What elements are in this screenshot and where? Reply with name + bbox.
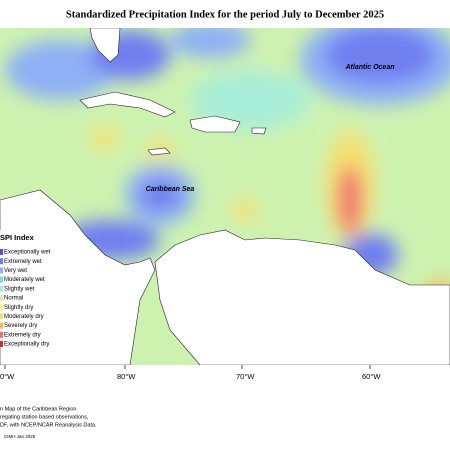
legend-swatch	[0, 313, 3, 320]
legend-label: Exceptionally wet	[4, 250, 51, 256]
title: Standardized Precipitation Index for the…	[66, 9, 384, 20]
sea-label: Caribbean Sea	[146, 186, 195, 193]
legend-swatch	[0, 267, 3, 274]
puerto-rico	[251, 127, 267, 135]
map: Atlantic Ocean Caribbean Sea SPI Index E…	[0, 28, 450, 365]
credit: CIMH Jan 2026	[4, 434, 36, 439]
legend-label: Very wet	[4, 268, 27, 274]
note-line: regating station based observations,	[0, 414, 89, 420]
legend-swatch	[0, 295, 3, 301]
dry-area	[91, 126, 119, 150]
legend-label: Exceptionally dry	[4, 342, 49, 348]
legend-swatch	[0, 276, 3, 283]
legend-label: Moderately wet	[4, 277, 45, 283]
dry-area	[231, 200, 259, 220]
legend: SPI Index Exceptionally wet Extremely wet…	[0, 230, 62, 348]
wet-area	[190, 70, 310, 130]
graticule-ticks	[4, 365, 371, 369]
legend-label: Extremely dry	[4, 332, 41, 338]
legend-swatch	[0, 341, 3, 347]
longitude-label: 80°W	[117, 372, 136, 381]
cuba	[79, 91, 176, 118]
legend-swatch	[0, 285, 3, 292]
wet-area	[325, 28, 435, 83]
legend-label: Slightly wet	[4, 286, 35, 292]
legend-label: Slightly dry	[4, 305, 33, 311]
longitude-label: 60°W	[362, 372, 381, 381]
florida	[89, 28, 121, 63]
legend-label: Moderately dry	[4, 314, 44, 320]
note-line: DF, with NCEP/NCAR Reanalysis Data.	[0, 422, 97, 428]
note-line: n Map of the Caribbean Region	[0, 406, 76, 412]
dry-area	[338, 165, 362, 235]
legend-swatch	[0, 249, 3, 255]
hispaniola	[189, 115, 241, 133]
legend-swatch	[0, 304, 3, 311]
legend-swatch	[0, 258, 3, 265]
wet-area	[170, 28, 250, 58]
legend-box	[0, 230, 62, 345]
south-america	[154, 229, 450, 365]
legend-title: SPI Index	[0, 233, 35, 242]
ocean-label: Atlantic Ocean	[344, 64, 394, 71]
longitude-label: 70°W	[236, 372, 255, 381]
legend-label: Normal	[4, 296, 23, 302]
legend-label: Extremely wet	[4, 259, 42, 265]
legend-swatch	[0, 322, 3, 329]
legend-label: Severely dry	[4, 323, 37, 329]
longitude-labels: 0°W 80°W 70°W 60°W	[0, 372, 381, 381]
legend-swatch	[0, 331, 3, 338]
jamaica	[147, 147, 171, 156]
notes: n Map of the Caribbean Region regating st…	[0, 406, 97, 428]
wet-area	[140, 180, 180, 210]
wet-area	[5, 40, 115, 100]
longitude-label: 0°W	[0, 372, 15, 381]
spi-field	[5, 28, 450, 358]
